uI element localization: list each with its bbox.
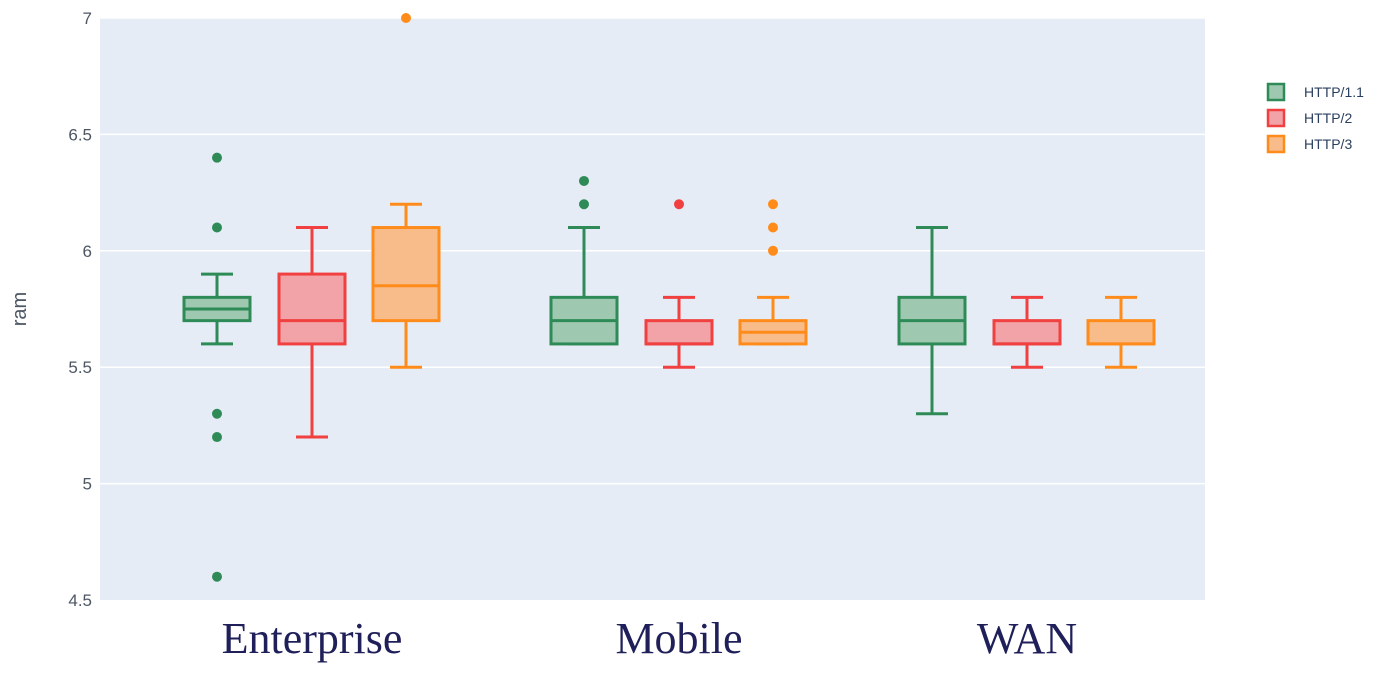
outlier-point xyxy=(212,152,222,163)
outlier-point xyxy=(674,199,684,210)
outlier-point xyxy=(579,199,589,210)
box-iqr xyxy=(277,272,347,346)
box-http-2-mobile xyxy=(644,199,714,369)
outlier-point xyxy=(212,432,222,443)
box-http-3-wan xyxy=(1086,295,1156,369)
box-iqr xyxy=(1086,319,1156,346)
legend-swatch xyxy=(1266,82,1286,102)
x-category-label: WAN xyxy=(977,614,1077,663)
box-http-1-1-mobile xyxy=(549,175,619,346)
legend-label: HTTP/3 xyxy=(1304,136,1352,152)
outlier-point xyxy=(212,571,222,582)
box-iqr xyxy=(992,319,1062,346)
legend-label: HTTP/1.1 xyxy=(1304,84,1364,100)
y-tick-label: 5.5 xyxy=(68,358,92,377)
x-category-label: Enterprise xyxy=(222,614,403,663)
box-iqr xyxy=(644,319,714,346)
y-tick-label: 6.5 xyxy=(68,125,92,144)
y-tick-label: 6 xyxy=(83,242,92,261)
plot-area xyxy=(100,18,1205,600)
x-category-label: Mobile xyxy=(615,614,742,663)
y-tick-label: 4.5 xyxy=(68,591,92,610)
box-http-3-mobile xyxy=(738,199,808,346)
y-axis-title: ram xyxy=(9,292,31,326)
outlier-point xyxy=(212,222,222,233)
box-http-1-1-enterprise xyxy=(182,152,252,582)
outlier-point xyxy=(768,222,778,233)
legend-swatch xyxy=(1266,134,1286,154)
box-iqr xyxy=(371,226,441,323)
outlier-point xyxy=(768,199,778,210)
outlier-point xyxy=(212,408,222,419)
box-http-1-1-wan xyxy=(897,226,967,416)
box-http-2-wan xyxy=(992,295,1062,369)
legend-swatch xyxy=(1266,108,1286,128)
box-http-3-enterprise xyxy=(371,13,441,369)
outlier-point xyxy=(579,175,589,186)
box-http-2-enterprise xyxy=(277,226,347,439)
y-tick-label: 5 xyxy=(83,475,92,494)
legend-label: HTTP/2 xyxy=(1304,110,1352,126)
y-tick-label: 7 xyxy=(83,9,92,28)
outlier-point xyxy=(401,13,411,23)
outlier-point xyxy=(768,245,778,256)
